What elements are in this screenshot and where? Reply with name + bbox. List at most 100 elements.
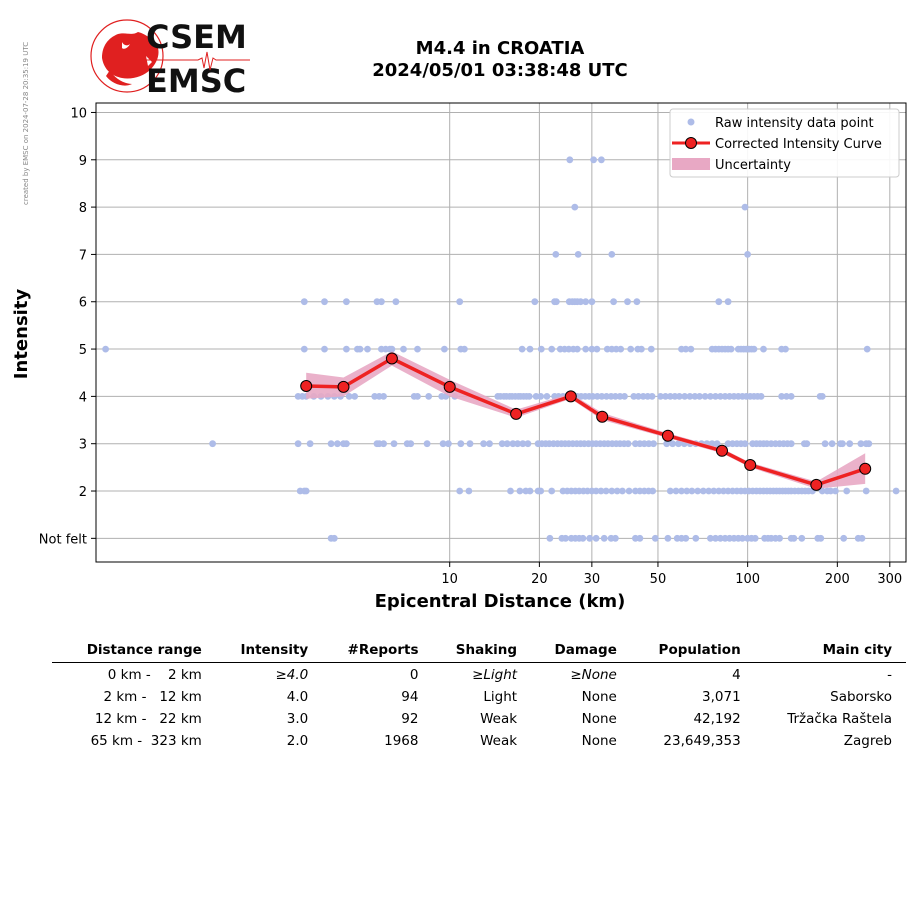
axis-ticks: 10 20 30 50 100 200 300 Not felt 2 3 4 5 6 7 8 9 10 [39, 106, 902, 587]
raw-data-point [682, 534, 690, 542]
raw-data-point [778, 393, 785, 400]
raw-data-point [739, 534, 746, 542]
raw-data-point [602, 487, 610, 495]
raw-data-point [571, 203, 579, 211]
raw-data-point [345, 393, 353, 400]
y-tick-label: 6 [79, 296, 87, 311]
raw-data-point [741, 203, 749, 211]
raw-data-point [828, 440, 836, 448]
raw-data-point [516, 487, 524, 495]
raw-data-point [692, 534, 700, 542]
raw-data-point [840, 534, 848, 542]
raw-data-point [663, 440, 671, 448]
raw-data-point [546, 534, 554, 542]
raw-data-point [327, 440, 335, 448]
raw-data-point [683, 487, 691, 495]
reports-cell: 1968 [384, 733, 419, 749]
raw-data-point [818, 393, 826, 400]
raw-data-point [699, 487, 707, 495]
title-line-1: M4.4 in CROATIA [415, 38, 585, 59]
corrected-curve-point [337, 380, 350, 393]
legend-uncertainty-swatch [672, 158, 710, 170]
raw-data-point [588, 298, 596, 306]
raw-data-point [600, 534, 608, 542]
raw-data-point [592, 534, 600, 542]
raw-data-point [300, 298, 308, 306]
raw-data-point [598, 156, 605, 164]
population-cell: 4 [732, 667, 741, 683]
damage-cell: ≥None [570, 667, 617, 683]
raw-data-point [712, 393, 719, 400]
raw-data-point [818, 487, 826, 495]
raw-data-point [537, 345, 545, 353]
y-tick-label: 8 [79, 201, 87, 216]
raw-data-point [343, 345, 350, 353]
raw-data-point [666, 487, 674, 495]
raw-data-point [863, 345, 871, 353]
raw-data-point [526, 487, 534, 495]
raw-data-point [343, 440, 350, 448]
svg-text:CSEM: CSEM [146, 18, 247, 56]
x-tick-label: 10 [441, 572, 458, 587]
raw-data-point [507, 487, 514, 495]
raw-data-point [302, 487, 310, 495]
raw-data-point [441, 345, 448, 353]
raw-data-point [445, 440, 452, 448]
raw-data-point [582, 298, 590, 306]
intensity-cell: 3.0 [286, 711, 309, 727]
raw-data-point [669, 440, 676, 448]
raw-data-point [597, 487, 605, 495]
raw-data-point [783, 393, 790, 400]
raw-data-point [691, 393, 699, 400]
corrected-curve-point [744, 459, 757, 471]
y-tick-label: 2 [79, 485, 87, 500]
raw-data-point [846, 440, 854, 448]
raw-data-point [798, 534, 806, 542]
raw-data-point [456, 298, 464, 306]
raw-data-point [744, 251, 751, 258]
legend-raw-marker [687, 118, 695, 126]
raw-data-point [686, 393, 694, 400]
raw-data-point [892, 487, 900, 495]
raw-data-point [638, 345, 645, 353]
raw-data-point [439, 440, 447, 448]
uncertainty-area [306, 351, 866, 489]
raw-data-point [294, 440, 302, 448]
raw-data-point [356, 345, 364, 353]
raw-data-point [832, 487, 839, 495]
corrected-curve-point [300, 380, 313, 392]
table-row: 2 km - 12 km 4.0 94 Light None 3,071 Sab… [52, 685, 906, 707]
raw-data-point [688, 487, 696, 495]
raw-data-point [608, 251, 616, 258]
raw-data-point [486, 440, 493, 448]
raw-data-point [343, 298, 350, 306]
raw-data-point [380, 440, 387, 448]
raw-data-point [503, 440, 511, 448]
title-line-2: 2024/05/01 03:38:48 UTC [372, 60, 628, 81]
raw-data-point [727, 345, 735, 353]
raw-data-point [598, 393, 606, 400]
col-main-city: Main city [754, 640, 906, 663]
raw-data-point [400, 345, 407, 353]
raw-data-point [562, 534, 569, 542]
raw-data-point [705, 487, 713, 495]
x-tick-label: 30 [584, 572, 601, 587]
corrected-curve-point [564, 390, 577, 403]
raw-data-point [524, 440, 532, 448]
raw-data-point [776, 534, 783, 542]
raw-data-point [613, 487, 621, 495]
corrected-curve-point [859, 462, 872, 475]
intensity-chart: 10 20 30 50 100 200 300 Not felt 2 3 4 5 6 7 8 9 10 Epic… [11, 102, 907, 612]
raw-data-point [757, 393, 765, 400]
raw-data-point [787, 393, 795, 400]
raw-data-point [717, 534, 724, 542]
raw-data-point [760, 345, 767, 353]
raw-data-point [407, 440, 415, 448]
legend-raw-label: Raw intensity data point [715, 116, 874, 131]
raw-data-point [865, 440, 873, 448]
corrected-curve-point [510, 407, 523, 420]
legend: Raw intensity data point Corrected Inten… [669, 108, 900, 178]
raw-data-point [465, 487, 473, 495]
raw-data-point [710, 487, 718, 495]
raw-data-point [682, 345, 690, 353]
